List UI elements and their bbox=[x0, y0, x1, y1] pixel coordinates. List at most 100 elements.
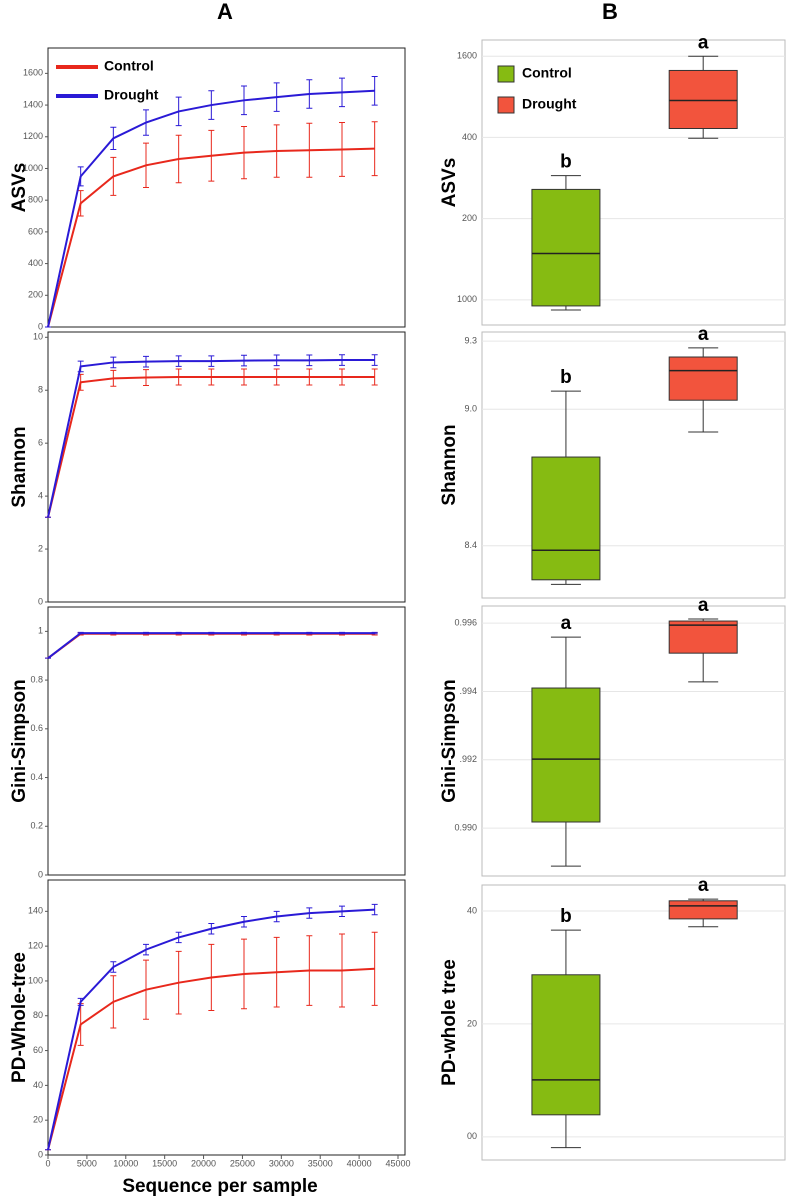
x-tick-label: 45000 bbox=[385, 1158, 410, 1168]
x-tick-label: 20000 bbox=[191, 1158, 216, 1168]
y-tick-label: 1000 bbox=[457, 294, 477, 304]
y-tick-label: 10 bbox=[33, 332, 43, 342]
y-tick-label: 20 bbox=[33, 1115, 43, 1125]
y-tick-label: 0 bbox=[38, 596, 43, 606]
y-tick-label: 0.996 bbox=[454, 617, 477, 627]
error-bar bbox=[241, 938, 247, 1010]
error-bar bbox=[208, 631, 215, 635]
plot-frame bbox=[481, 605, 786, 877]
y-tick-label: 9.0 bbox=[464, 404, 477, 414]
error-bar bbox=[371, 631, 378, 635]
error-bar bbox=[77, 166, 84, 187]
error-bar bbox=[175, 368, 182, 386]
legend-label: Control bbox=[104, 58, 154, 74]
error-bar bbox=[241, 916, 247, 928]
error-bar bbox=[339, 905, 345, 918]
error-bar bbox=[371, 368, 378, 386]
error-bar bbox=[273, 936, 280, 1008]
error-bar bbox=[306, 631, 313, 635]
significance-letter: a bbox=[698, 875, 709, 896]
error-bar bbox=[241, 368, 247, 386]
x-tick-label: 35000 bbox=[308, 1158, 333, 1168]
series-line bbox=[47, 632, 375, 659]
error-bar bbox=[175, 96, 182, 127]
error-bar bbox=[110, 369, 117, 387]
y-tick-label: 0 bbox=[38, 321, 43, 331]
y-tick-label: 0.990 bbox=[454, 823, 477, 833]
y-tick-label: 800 bbox=[28, 195, 43, 205]
y-axis-label: Shannon bbox=[9, 426, 30, 507]
error-bar bbox=[371, 121, 378, 177]
error-bar bbox=[241, 125, 247, 180]
y-tick-label: 1400 bbox=[23, 99, 43, 109]
legend-label: Drought bbox=[522, 96, 577, 112]
plot-frame bbox=[47, 331, 406, 603]
box bbox=[531, 974, 601, 1116]
error-bar bbox=[175, 631, 182, 635]
x-tick-label: 40000 bbox=[347, 1158, 372, 1168]
y-tick-label: 140 bbox=[28, 906, 43, 916]
error-bar bbox=[77, 360, 84, 373]
y-tick-label: 200 bbox=[28, 290, 43, 300]
error-bar bbox=[371, 76, 378, 106]
error-bar bbox=[175, 950, 182, 1015]
error-bar bbox=[306, 935, 313, 1006]
error-bar bbox=[143, 355, 149, 368]
legend-label: Control bbox=[522, 65, 572, 81]
box bbox=[668, 69, 738, 130]
legend-swatch bbox=[497, 65, 515, 83]
error-bar bbox=[241, 85, 247, 116]
x-tick-label: 5000 bbox=[77, 1158, 97, 1168]
y-tick-label: 400 bbox=[28, 258, 43, 268]
error-bar bbox=[371, 903, 378, 916]
y-axis-label: Gini-Simpson bbox=[9, 679, 30, 803]
error-bar bbox=[175, 355, 182, 367]
significance-letter: b bbox=[560, 906, 572, 927]
error-bar bbox=[273, 354, 280, 367]
x-tick-label: 10000 bbox=[113, 1158, 138, 1168]
error-bar bbox=[339, 354, 345, 366]
error-bar bbox=[339, 933, 345, 1008]
error-bar bbox=[241, 354, 247, 367]
error-bar bbox=[110, 631, 117, 635]
error-bar bbox=[306, 368, 313, 386]
significance-letter: a bbox=[698, 32, 709, 53]
y-tick-label: 1600 bbox=[23, 68, 43, 78]
y-tick-label: 120 bbox=[28, 941, 43, 951]
significance-letter: b bbox=[560, 367, 572, 388]
x-tick-label: 0 bbox=[45, 1158, 50, 1168]
significance-letter: a bbox=[698, 595, 709, 616]
error-bar bbox=[306, 122, 313, 178]
error-bar bbox=[208, 943, 215, 1012]
y-axis-label: PD-Whole-tree bbox=[9, 952, 30, 1083]
series-line bbox=[47, 376, 375, 518]
error-bar bbox=[339, 77, 345, 108]
error-bar bbox=[339, 368, 345, 386]
y-tick-label: .992 bbox=[459, 754, 477, 764]
box bbox=[531, 188, 601, 307]
y-axis-label: PD-whole tree bbox=[439, 959, 460, 1086]
y-tick-label: 9.3 bbox=[464, 335, 477, 345]
legend-label: Drought bbox=[104, 87, 159, 103]
error-bar bbox=[110, 961, 117, 973]
box bbox=[531, 687, 601, 823]
y-tick-label: 2 bbox=[38, 543, 43, 553]
y-axis-label: Shannon bbox=[439, 424, 460, 505]
y-tick-label: 400 bbox=[462, 132, 477, 142]
plot-frame bbox=[481, 331, 786, 599]
series-line bbox=[47, 89, 375, 328]
error-bar bbox=[273, 910, 280, 923]
error-bar bbox=[241, 631, 247, 635]
y-tick-label: 20 bbox=[467, 1018, 477, 1028]
panel-label: B bbox=[602, 0, 618, 24]
y-tick-label: 4 bbox=[38, 490, 43, 500]
y-tick-label: .994 bbox=[459, 686, 477, 696]
legend-swatch bbox=[497, 96, 515, 114]
y-tick-label: 600 bbox=[28, 226, 43, 236]
y-tick-label: 6 bbox=[38, 438, 43, 448]
error-bar bbox=[143, 142, 149, 188]
x-tick-label: 25000 bbox=[230, 1158, 255, 1168]
error-bar bbox=[143, 631, 149, 635]
